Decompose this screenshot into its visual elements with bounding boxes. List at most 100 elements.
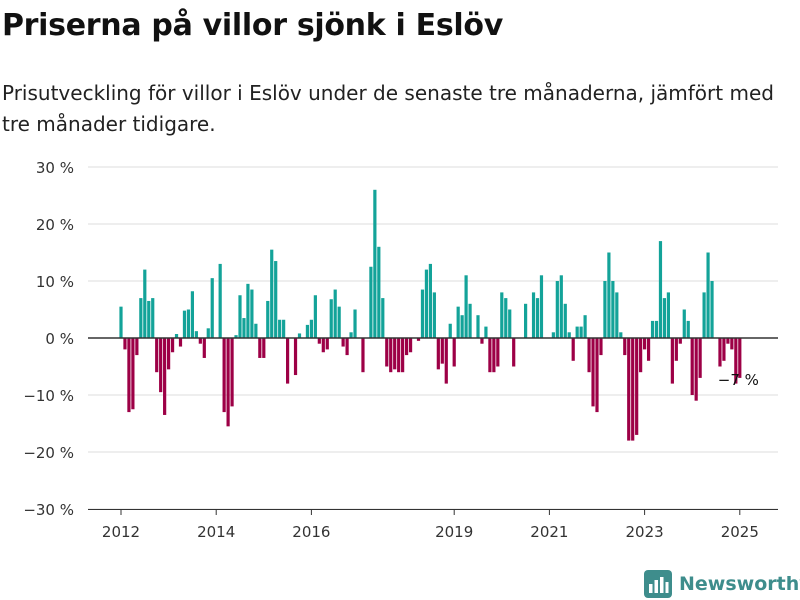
bar-positive [234,335,238,338]
bar-positive [282,319,286,338]
bar-negative [480,338,484,344]
bar-positive [706,252,710,338]
bar-positive [278,319,282,338]
bar-positive [567,332,571,338]
bar-negative [361,338,365,373]
bar-positive [662,298,667,338]
bar-negative [587,338,591,373]
bar-negative [488,338,492,373]
bar-negative [167,338,171,370]
bar-positive [206,328,210,338]
bar-negative [646,338,651,361]
bar-negative [643,338,647,350]
bar-positive [151,298,155,338]
bar-negative [734,338,738,384]
y-tick-label: 20 % [36,216,74,234]
bar-positive [563,303,567,338]
y-tick-label: −30 % [23,501,74,519]
bar-negative [678,338,682,344]
bar-negative [170,338,175,353]
bar-positive [369,266,373,338]
y-tick-label: 30 % [36,159,74,177]
axes [88,337,778,515]
bar-positive [658,241,663,338]
bar-positive [186,309,191,338]
y-tick-label: −20 % [23,444,74,462]
bar-positive [710,281,714,338]
bar-negative [492,338,496,373]
bar-negative [623,338,627,356]
bar-negative [341,338,345,347]
bar-negative [325,338,329,350]
bar-positive [432,292,436,338]
bar-positive [270,249,274,338]
bar-positive [654,320,659,338]
bar-positive [305,324,310,338]
bar-positive [246,283,250,338]
bar-positive [535,298,540,338]
bar-positive [555,281,559,338]
bar-negative [722,338,726,361]
bar-negative [393,338,397,370]
bar-negative [155,338,159,373]
bar-negative [401,338,405,373]
bar-negative [639,338,643,373]
bar-negative [202,338,206,358]
bar-positive [428,263,432,338]
bar-positive [182,310,187,338]
brand[interactable]: Newsworthy [644,569,800,599]
latest-value-label: −7 % [718,371,759,389]
bar-negative [698,338,702,378]
bar-positive [666,292,670,338]
bar-positive [373,189,377,338]
bar-negative [178,338,183,347]
bar-positive [539,275,544,338]
y-tick-label: −10 % [23,387,74,405]
bar-negative [670,338,674,384]
bar-negative [127,338,131,413]
bar-positive [147,300,151,338]
newsworthy-logo-icon [644,570,672,598]
bar-negative [385,338,389,367]
bar-negative [405,338,409,356]
bar-negative [408,338,413,353]
x-tick-label: 2021 [530,523,568,541]
bar-negative [321,338,325,353]
bar-positive [559,275,563,338]
bar-positive [333,289,337,338]
bar-negative [444,338,448,384]
bar-positive [702,292,706,338]
chart-subtitle: Prisutveckling för villor i Eslöv under … [2,81,774,136]
bar-negative [440,338,444,364]
bar-negative [416,338,421,341]
bar-positive [238,295,242,338]
bar-positive [119,306,123,338]
bar-positive [611,281,615,338]
bar-negative [317,338,321,344]
bar-positive [460,315,464,338]
bar-positive [174,334,179,338]
bar-positive [508,309,512,338]
y-tick-label: 0 % [45,330,74,348]
bar-negative [694,338,698,401]
bar-positive [464,275,468,338]
bar-negative [286,338,290,384]
bar-positive [583,315,587,338]
bar-negative [599,338,603,356]
bar-positive [484,326,488,338]
bar-positive [686,320,690,338]
bar-negative [718,338,722,367]
bar-negative [512,338,516,367]
bar-negative [293,338,298,376]
bar-positive [468,303,472,338]
bar-positive [682,309,686,338]
bar-positive [297,333,302,338]
bar-positive [524,303,528,338]
bar-positive [242,318,246,338]
bars [119,189,742,441]
x-tick-label: 2012 [102,523,140,541]
bar-positive [381,298,385,338]
bar-negative [730,338,734,350]
labels: 30 % 20 % 10 % 0 % −10 % −20 % −30 % 2012 2014 20… [23,159,759,541]
